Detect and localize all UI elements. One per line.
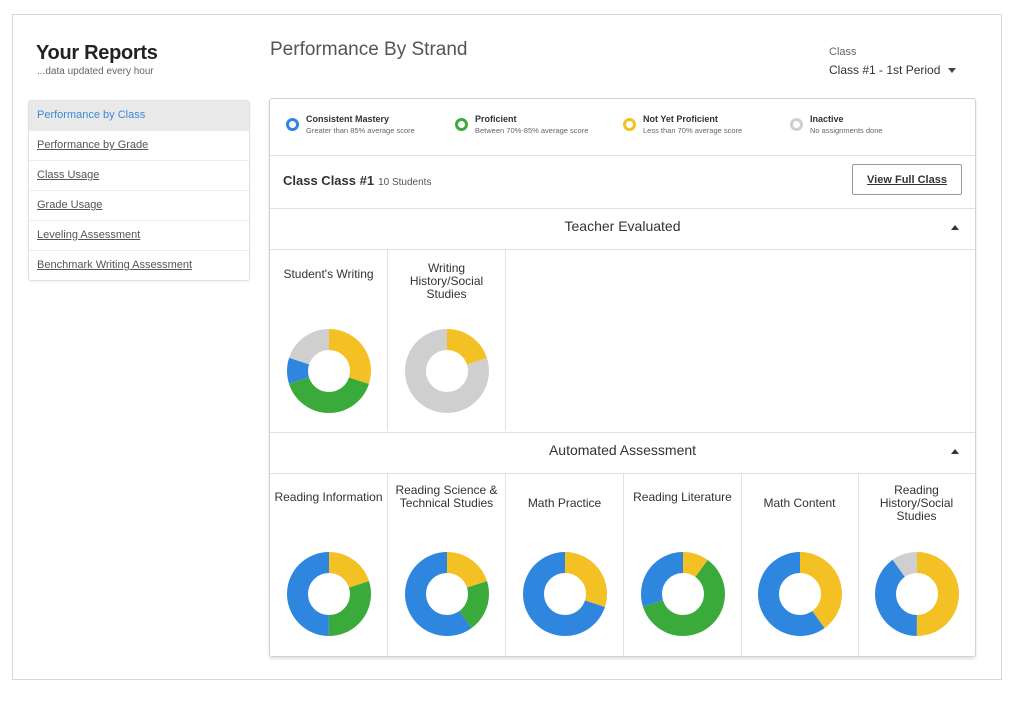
sidebar-item-leveling-assessment[interactable]: Leveling Assessment [29, 220, 249, 250]
legend-desc: Greater than 85% average score [306, 126, 415, 135]
legend-desc: Between 70%-85% average score [475, 126, 589, 135]
legend-dot-icon [455, 118, 468, 131]
donut-segment-mastery [523, 552, 607, 636]
donut-segment-proficient [287, 329, 371, 413]
strand-card[interactable]: Reading Science & Technical Studies [388, 474, 506, 656]
donut-segment-proficient [641, 552, 725, 636]
legend: Consistent Mastery Greater than 85% aver… [270, 99, 975, 156]
legend-name: Consistent Mastery [306, 114, 390, 124]
class-select-value: Class #1 - 1st Period [829, 63, 941, 77]
strand-row-automated-assessment: Reading Information Reading Science & Te… [270, 474, 975, 656]
strand-card[interactable]: Student's Writing [270, 250, 388, 431]
strand-panel: Consistent Mastery Greater than 85% aver… [269, 98, 976, 657]
legend-name: Inactive [810, 114, 844, 124]
class-select[interactable]: Class #1 - 1st Period [829, 63, 957, 77]
strand-title: Math Practice [527, 496, 602, 510]
sidebar-item-performance-by-grade[interactable]: Performance by Grade [29, 130, 249, 160]
strand-donut-chart [523, 552, 607, 636]
strand-card[interactable]: Reading History/Social Studies [858, 474, 975, 656]
strand-donut-chart [287, 329, 371, 413]
strand-title: Reading History/Social Studies [879, 483, 954, 523]
legend-desc: Less than 70% average score [643, 126, 743, 135]
donut-segment-mastery [287, 329, 371, 413]
reports-title: Your Reports [36, 42, 158, 64]
donut-segment-proficient [287, 552, 371, 636]
strand-row-teacher-evaluated: Student's Writing Writing History/Social… [270, 250, 975, 431]
sidebar-item-performance-by-class[interactable]: Performance by Class [29, 101, 249, 130]
strand-title: Math Content [763, 496, 836, 510]
strand-donut-chart [287, 552, 371, 636]
strand-card[interactable]: Math Content [741, 474, 859, 656]
section-header-automated-assessment[interactable]: Automated Assessment [270, 432, 975, 474]
sidebar-item-benchmark-writing[interactable]: Benchmark Writing Assessment [29, 250, 249, 280]
strand-donut-chart [405, 329, 489, 413]
chevron-up-icon[interactable] [951, 225, 959, 230]
donut-segment-mastery [405, 552, 489, 636]
strand-card[interactable]: Writing History/Social Studies [388, 250, 506, 431]
sidebar-item-class-usage[interactable]: Class Usage [29, 160, 249, 190]
page-title: Performance By Strand [270, 39, 468, 60]
strand-donut-chart [641, 552, 725, 636]
strand-card[interactable]: Reading Literature [624, 474, 742, 656]
legend-dot-icon [623, 118, 636, 131]
reports-sidebar: Performance by Class Performance by Grad… [28, 100, 250, 281]
student-count: 10 Students [378, 177, 432, 188]
legend-desc: No assignments done [810, 126, 883, 135]
legend-dot-icon [286, 118, 299, 131]
strand-donut-chart [405, 552, 489, 636]
strand-title: Reading Literature [633, 490, 732, 504]
class-select-label: Class [829, 46, 857, 58]
strand-donut-chart [758, 552, 842, 636]
legend-name: Not Yet Proficient [643, 114, 718, 124]
class-summary-bar: Class Class #1 10 Students View Full Clas… [270, 156, 975, 209]
chevron-up-icon[interactable] [951, 449, 959, 454]
strand-title: Reading Science & Technical Studies [395, 483, 498, 510]
donut-segment-mastery [641, 552, 725, 636]
section-title: Automated Assessment [548, 442, 697, 458]
sidebar-item-grade-usage[interactable]: Grade Usage [29, 190, 249, 220]
strand-donut-chart [875, 552, 959, 636]
section-title: Teacher Evaluated [564, 218, 681, 234]
section-header-teacher-evaluated[interactable]: Teacher Evaluated [270, 209, 975, 250]
donut-segment-mastery [758, 552, 842, 636]
strand-title: Writing History/Social Studies [409, 261, 484, 301]
strand-title: Student's Writing [283, 267, 374, 281]
legend-name: Proficient [475, 114, 517, 124]
donut-segment-inactive [405, 329, 489, 413]
class-name: Class Class #1 10 Students [283, 173, 431, 188]
strand-title: Reading Information [274, 490, 383, 504]
donut-segment-inactive [875, 552, 959, 636]
legend-dot-icon [790, 118, 803, 131]
donut-segment-inactive [287, 329, 371, 413]
donut-segment-mastery [287, 552, 371, 636]
strand-card[interactable]: Reading Information [270, 474, 388, 656]
donut-segment-mastery [875, 552, 959, 636]
chevron-down-icon [948, 68, 957, 74]
donut-segment-proficient [405, 552, 489, 636]
reports-subtitle: ...data updated every hour [37, 66, 154, 77]
class-name-text: Class Class #1 [283, 173, 375, 188]
view-full-class-button[interactable]: View Full Class [852, 164, 962, 195]
strand-card[interactable]: Math Practice [506, 474, 624, 656]
